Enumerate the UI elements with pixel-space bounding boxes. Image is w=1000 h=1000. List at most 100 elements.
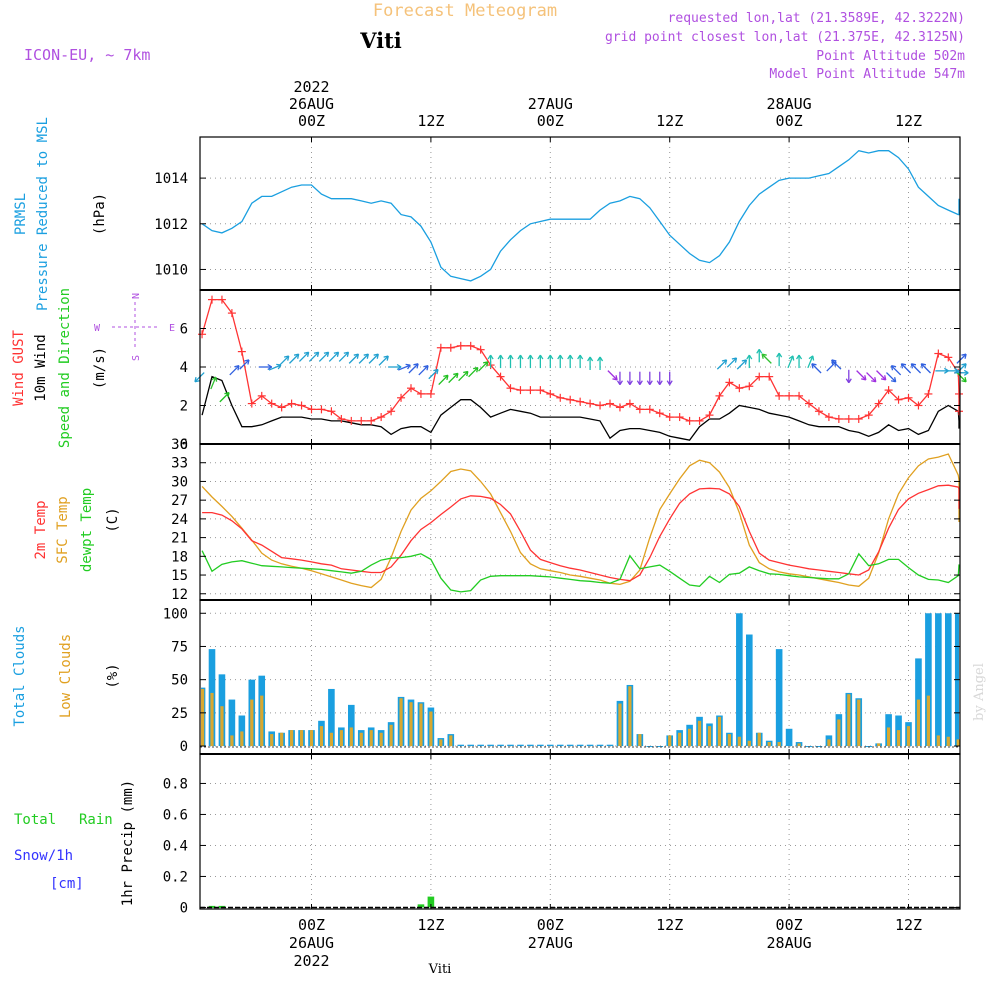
wind-label-dir: Speed and Direction: [57, 288, 73, 448]
wind-arrow-head: [741, 359, 747, 362]
gust-plus-marker: [496, 372, 505, 381]
gust-plus-marker: [566, 395, 575, 404]
gust-plus-marker: [217, 295, 226, 304]
wind-arrow-head: [577, 354, 581, 360]
cloud-low-bar: [369, 730, 373, 747]
wind-arrow: [497, 354, 504, 369]
wind-arrow-head: [963, 369, 969, 374]
cloud-low-bar: [737, 736, 741, 747]
cloud-total-bar: [547, 744, 554, 747]
wind-arrow-head: [436, 369, 439, 375]
time-label-top: 12Z: [656, 112, 683, 130]
wind-arrow: [428, 368, 439, 380]
cloud-low-bar: [956, 739, 960, 747]
wind-arrow-head: [527, 354, 531, 360]
cloud-low-bar: [668, 735, 672, 747]
wind-arrow-shaft: [448, 372, 459, 384]
wind-arrow-head: [446, 375, 449, 381]
cloud-low-bar: [349, 727, 353, 747]
wind-arrow-head: [476, 367, 479, 373]
wind-arrow-head: [247, 359, 250, 365]
wind-arrow-shaft: [807, 355, 814, 369]
cloud-low-bar: [757, 732, 761, 747]
wind-arrow-head: [911, 363, 917, 366]
wind-arrow-head: [487, 354, 492, 360]
wind-arrow-head: [788, 355, 794, 360]
gust-plus-marker: [556, 393, 565, 402]
gust-plus-marker: [904, 393, 913, 402]
gust-plus-marker: [307, 405, 316, 414]
wind-arrow-head: [734, 357, 738, 363]
wind-arrow-head: [845, 378, 850, 384]
wind-arrow-shaft: [787, 355, 794, 369]
wind-arrow: [945, 367, 959, 374]
wind-arrow-head: [795, 354, 800, 360]
pressure-label-prmsl: PRMSL: [13, 193, 29, 235]
wind-arrow: [210, 376, 218, 390]
y-tick-label: 24: [171, 512, 188, 528]
compass-s: S: [131, 355, 142, 361]
time-label-bottom: 12Z: [895, 916, 922, 934]
wind-arrow: [831, 359, 842, 370]
gust-plus-marker: [955, 407, 963, 416]
cloud-total-bar: [228, 699, 236, 747]
cloud-total-bar: [497, 744, 504, 747]
wind-arrow-head: [443, 374, 449, 377]
cloud-low-bar: [270, 734, 274, 747]
cloud-low-bar: [618, 703, 622, 747]
wind-arrow: [776, 352, 783, 367]
temp-unit: (C): [105, 507, 121, 532]
wind-arrow-head: [426, 365, 429, 371]
y-tick-label: 0.8: [163, 776, 188, 792]
gust-plus-marker: [456, 341, 465, 350]
wind-arrow: [716, 359, 728, 370]
wind-arrow-shaft: [418, 365, 429, 376]
wind-arrow-head: [234, 365, 240, 368]
wind-arrow-head: [963, 372, 969, 376]
wind-arrow-head: [499, 354, 504, 360]
wind-arrow: [956, 363, 967, 374]
cloud-low-bar: [827, 739, 831, 747]
cloud-low-bar: [678, 732, 682, 747]
wind-arrow: [458, 370, 469, 382]
wind-arrow-head: [894, 377, 897, 382]
wind-arrow-head: [599, 356, 604, 362]
model-altitude: Model Point Altitude 547m: [769, 67, 965, 82]
wind-arrow-shaft: [279, 355, 290, 366]
wind-arrow: [787, 355, 795, 369]
wind-arrow-head: [626, 380, 631, 386]
cloud-total-bar: [785, 728, 793, 747]
wind-arrow: [910, 363, 922, 374]
wind-arrow: [956, 353, 967, 364]
series-lines: [201, 149, 960, 593]
wind-arrow-head: [356, 353, 360, 359]
cloud-low-bar: [201, 688, 205, 747]
wind-arrow-head: [297, 353, 300, 359]
wind-arrow-head: [423, 365, 429, 368]
cloud-low-bar: [240, 731, 244, 747]
wind-arrow-head: [659, 380, 663, 386]
wind-arrow-head: [964, 377, 967, 382]
wind-arrow-head: [744, 359, 748, 365]
wind-arrow-head: [953, 370, 959, 374]
gust-plus-marker: [824, 413, 833, 422]
wind-arrow-head: [549, 354, 554, 360]
wind-arrow-head: [792, 355, 795, 361]
precip-label-cm: [cm]: [50, 876, 84, 892]
wind-arrow: [626, 371, 633, 386]
gust-plus-marker: [257, 391, 266, 400]
gust-plus-marker: [814, 407, 823, 416]
wind-arrow: [866, 372, 877, 383]
gust-plus-marker: [805, 399, 813, 408]
wind-arrow: [398, 363, 411, 371]
wind-arrow: [577, 354, 584, 369]
wind-arrow-head: [890, 380, 896, 383]
wind-arrow: [478, 361, 489, 372]
cloud-total-bar: [656, 746, 664, 748]
y-tick-label: 30: [171, 474, 188, 490]
wind-arrow: [219, 391, 230, 403]
wind-arrow-head: [871, 380, 876, 383]
temp-label-2m: 2m Temp: [33, 500, 49, 559]
cloud-total-bar: [746, 634, 753, 747]
pressure-label-msl: Pressure Reduced to MSL: [35, 117, 51, 311]
